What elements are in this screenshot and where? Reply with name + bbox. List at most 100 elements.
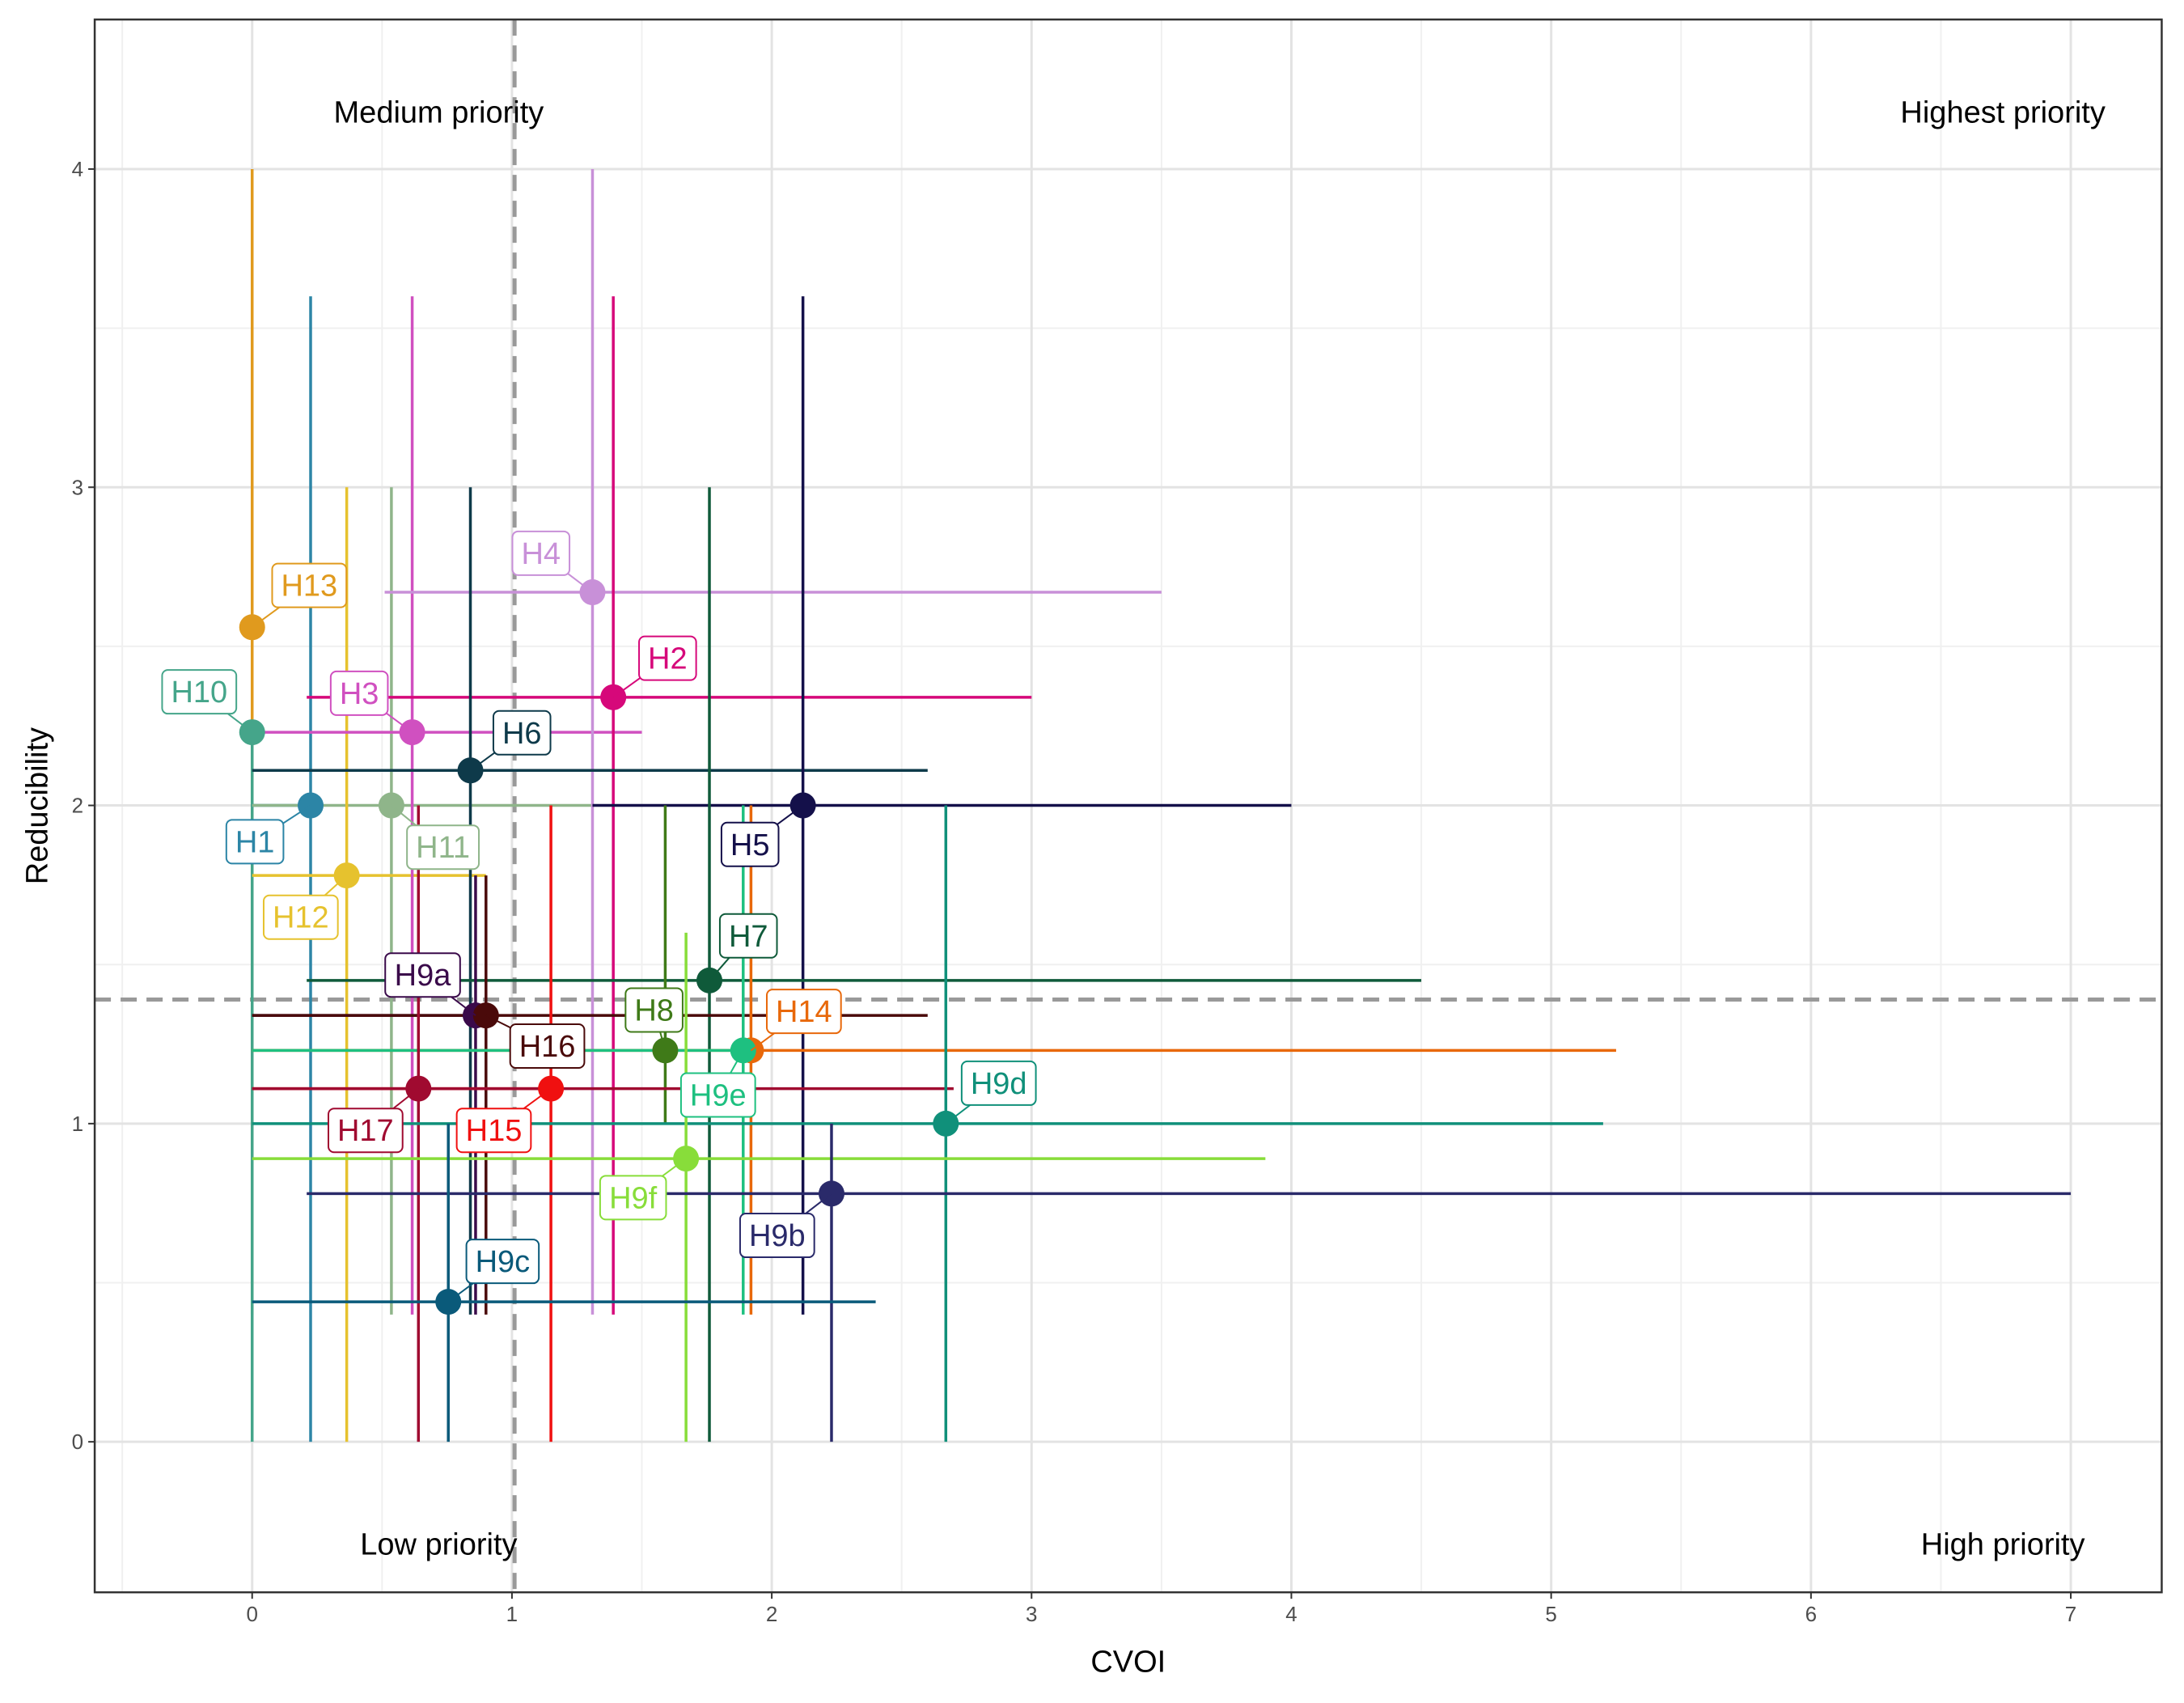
- label-leader: [728, 1049, 744, 1076]
- label-text: H15: [466, 1114, 523, 1148]
- label-leader: [773, 804, 804, 828]
- label-text: H13: [281, 570, 337, 604]
- label-text: H12: [273, 901, 329, 935]
- point-label: H12: [262, 875, 348, 940]
- point-label: H4: [511, 530, 594, 593]
- label-box: [679, 1072, 756, 1118]
- label-text: H9e: [690, 1078, 747, 1112]
- error-bars: [250, 168, 2072, 1442]
- point-label: H3: [329, 670, 413, 733]
- label-text: H3: [340, 677, 379, 711]
- y-tick-label: 0: [72, 1430, 83, 1454]
- point-label: H11: [391, 804, 480, 871]
- label-leader: [469, 748, 500, 772]
- label-text: H9f: [609, 1181, 658, 1215]
- point-label: H1: [225, 804, 311, 865]
- point-label: H9f: [599, 1158, 687, 1221]
- y-tick-label: 2: [72, 794, 83, 818]
- label-text: H6: [502, 717, 542, 751]
- x-tick-label: 3: [1026, 1602, 1037, 1626]
- label-text: H14: [776, 995, 832, 1029]
- point-label: H9d: [945, 1060, 1037, 1125]
- label-leader: [279, 804, 311, 827]
- x-tick-label: 0: [246, 1602, 257, 1626]
- label-box: [225, 819, 285, 865]
- y-tick-label: 4: [72, 157, 83, 181]
- label-leader: [612, 675, 644, 698]
- label-text: H9c: [476, 1245, 531, 1279]
- label-box: [271, 562, 348, 608]
- label-box: [329, 670, 389, 716]
- y-axis-title: Reducibility: [21, 727, 55, 884]
- panel-border: [93, 18, 2163, 1594]
- point-label: H8: [624, 987, 684, 1051]
- x-tick-label: 2: [766, 1602, 777, 1626]
- point-label: H17: [327, 1087, 419, 1154]
- x-tick-label: 4: [1285, 1602, 1297, 1626]
- label-box: [161, 669, 238, 715]
- point-label: H10: [161, 669, 253, 733]
- label-text: H8: [634, 993, 674, 1027]
- label-leader: [709, 955, 732, 981]
- point-labels: H13 H10 H1 H11 H12 H3 H4 H2 H6 H5 H7 H9a H16 H8 H14 H9e…: [161, 530, 1037, 1303]
- axes: 0 1 2 3 4 5 6 7 0 1 2 3 4 Medium priority Highest prio…: [21, 18, 2163, 1679]
- label-text: H5: [730, 828, 770, 862]
- label-box: [465, 1239, 540, 1285]
- x-tick-label: 1: [506, 1602, 518, 1626]
- label-box: [262, 894, 339, 940]
- label-box: [327, 1108, 404, 1154]
- x-tick-label: 6: [1805, 1602, 1817, 1626]
- label-box: [455, 1108, 532, 1154]
- point-label: H16: [485, 1015, 586, 1070]
- quadrant-label: High priority: [1921, 1528, 2085, 1562]
- label-box: [406, 824, 480, 871]
- point-label: H6: [469, 710, 552, 772]
- label-box: [384, 952, 461, 998]
- label-text: H16: [519, 1030, 576, 1064]
- label-text: H9b: [749, 1219, 806, 1253]
- label-box: [765, 989, 842, 1035]
- point-label: H9a: [384, 952, 476, 1016]
- quadrant-label: Low priority: [360, 1528, 517, 1562]
- label-text: H2: [648, 642, 688, 676]
- label-box: [720, 821, 780, 867]
- label-text: H7: [729, 920, 768, 954]
- label-text: H4: [521, 537, 561, 571]
- label-text: H17: [337, 1114, 394, 1148]
- y-tick-label: 3: [72, 475, 83, 499]
- quadrant-label: Highest priority: [1900, 96, 2105, 130]
- y-tick-label: 1: [72, 1112, 83, 1136]
- point-label: H5: [720, 804, 804, 867]
- label-text: H10: [171, 676, 227, 710]
- label-box: [509, 1023, 586, 1070]
- label-leader: [563, 570, 594, 593]
- label-box: [960, 1060, 1037, 1106]
- point-label: H9e: [679, 1049, 756, 1118]
- point-label: H13: [252, 562, 348, 629]
- label-leader: [382, 710, 413, 733]
- label-text: H1: [235, 825, 275, 859]
- point-label: H15: [455, 1087, 552, 1154]
- label-box: [511, 530, 571, 576]
- label-box: [624, 987, 684, 1033]
- label-box: [599, 1175, 667, 1221]
- label-text: H11: [416, 831, 470, 865]
- label-text: H9d: [971, 1067, 1027, 1101]
- quadrant-label: Medium priority: [334, 96, 544, 130]
- point-label: H14: [750, 989, 842, 1052]
- point-label: H7: [709, 913, 778, 981]
- x-tick-label: 5: [1545, 1602, 1556, 1626]
- label-box: [739, 1213, 815, 1259]
- x-tick-label: 7: [2065, 1602, 2076, 1626]
- label-box: [638, 635, 697, 681]
- label-box: [492, 710, 552, 756]
- point-label: H9c: [447, 1239, 540, 1303]
- point-label: H2: [612, 635, 697, 698]
- label-box: [718, 913, 778, 959]
- point-label: H9b: [739, 1193, 832, 1259]
- label-text: H9a: [395, 959, 452, 993]
- x-axis-title: CVOI: [1090, 1645, 1166, 1679]
